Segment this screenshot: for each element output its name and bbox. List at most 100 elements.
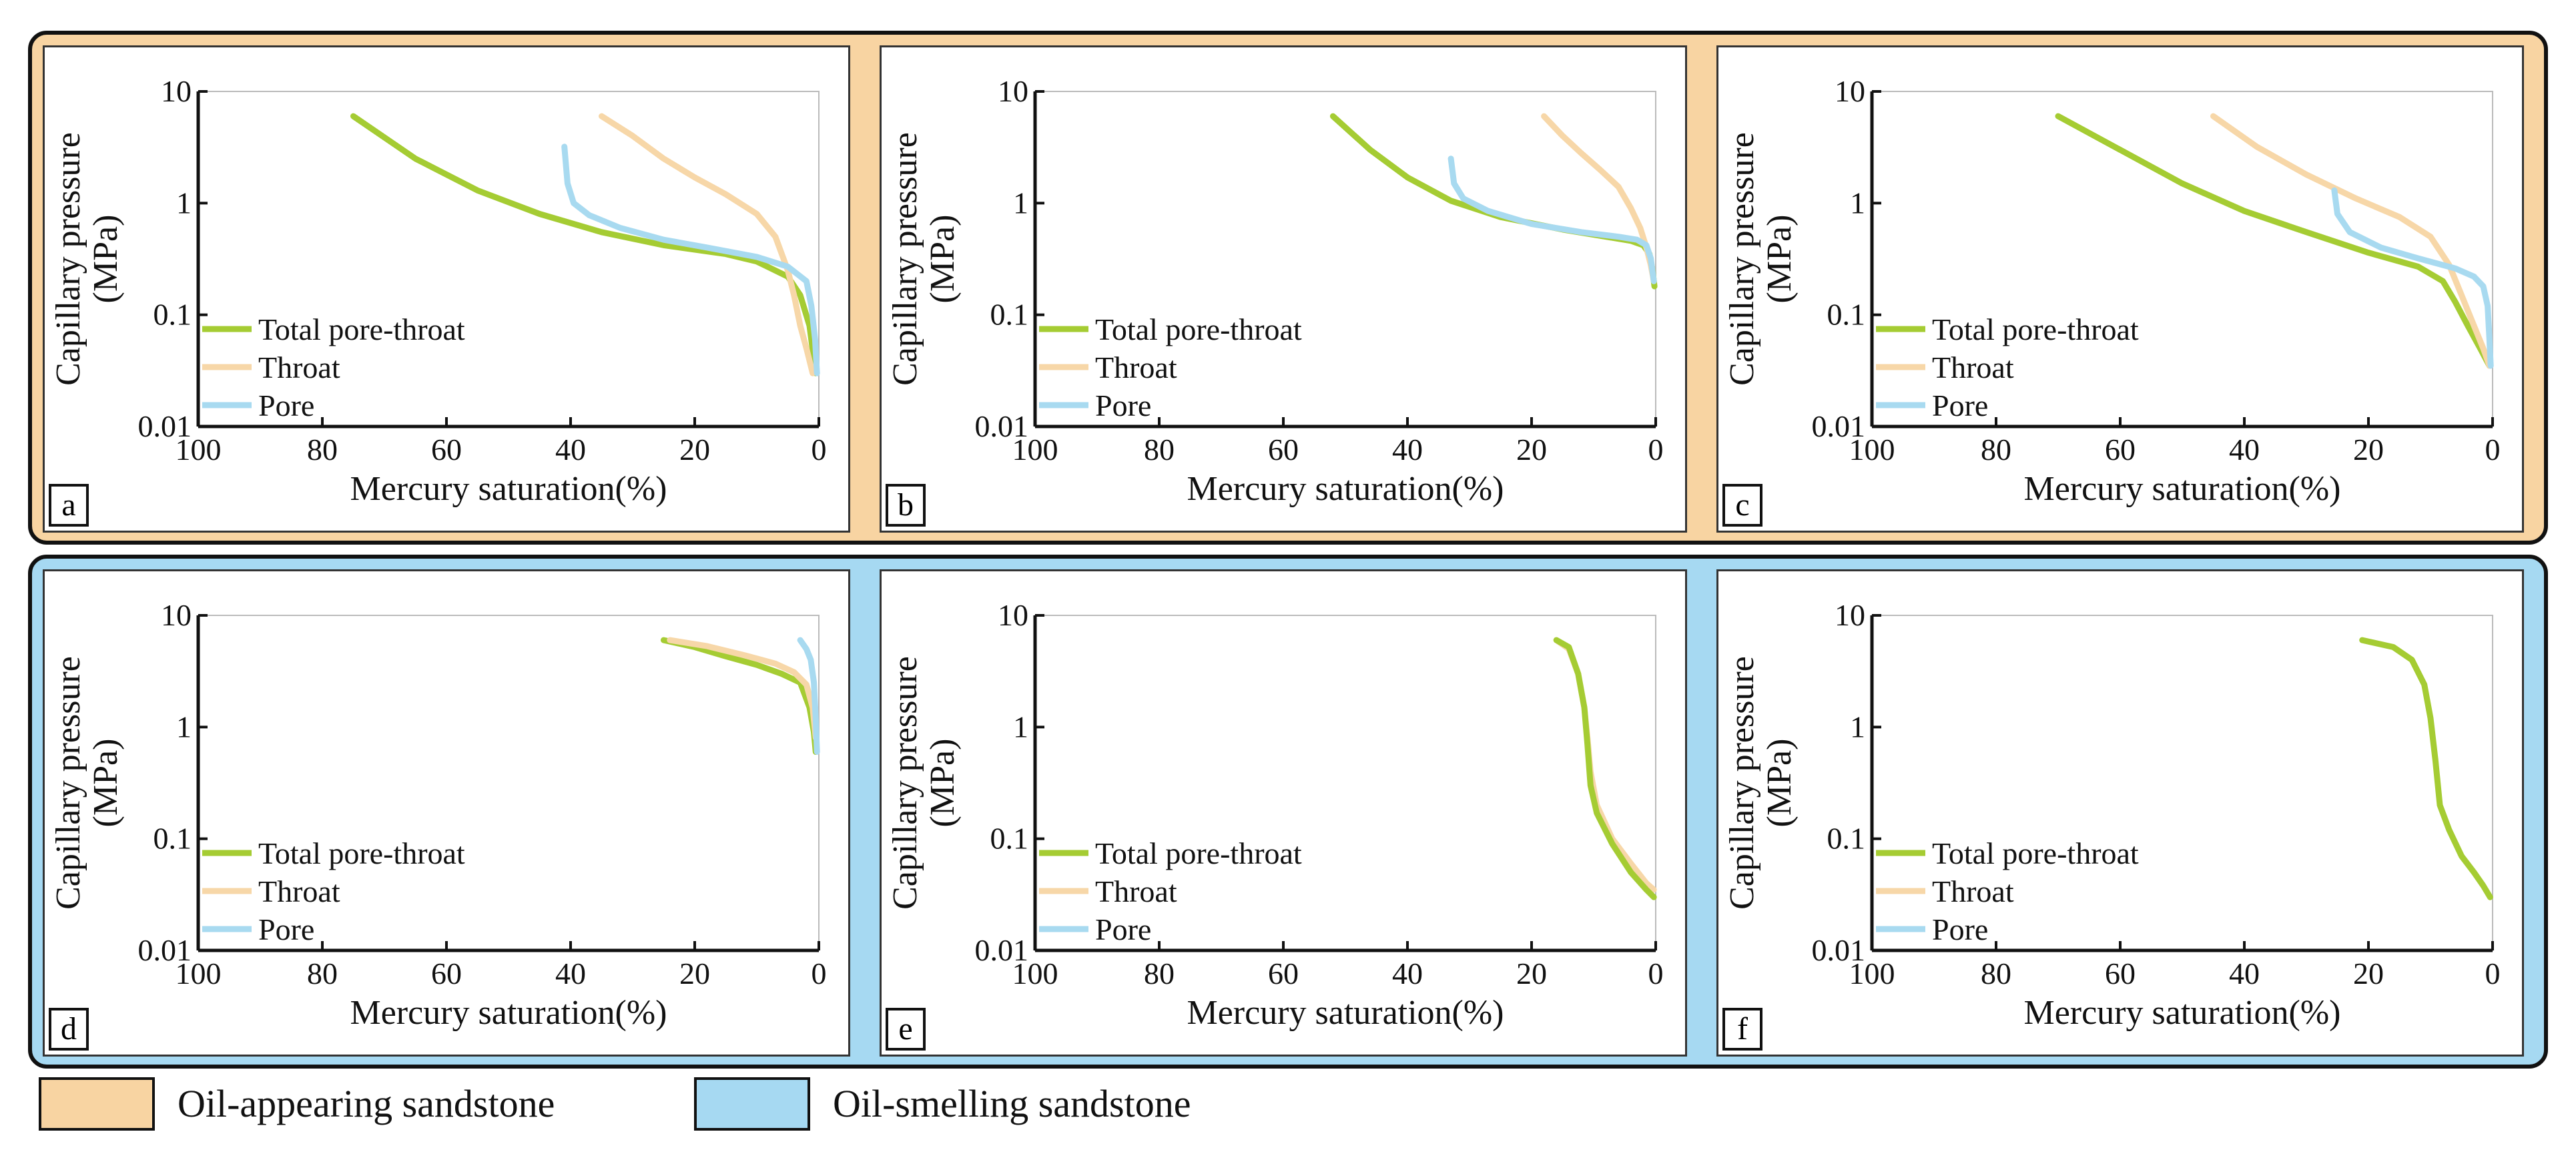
x-tick-label: 100 — [1849, 956, 1895, 990]
legend-label-throat: Throat — [258, 350, 340, 384]
panel-letter: c — [1722, 484, 1762, 527]
x-tick-label: 80 — [1981, 956, 2011, 990]
x-tick-label: 100 — [1012, 956, 1058, 990]
x-tick-label: 0 — [1648, 432, 1664, 467]
x-tick-label: 80 — [307, 956, 338, 990]
chart-panel-d: 10 1 0.1 0.01 100 80 60 40 20 0 Mercury saturation… — [43, 569, 850, 1057]
x-tick-label: 80 — [1981, 432, 2011, 467]
x-axis-label: Mercury saturation(%) — [1187, 994, 1504, 1032]
series-line-throat — [2210, 113, 2493, 369]
x-tick-label: 40 — [1392, 956, 1423, 990]
series-legend: Total pore-throat Throat Pore — [1876, 312, 2139, 422]
x-tick-label: 20 — [679, 956, 710, 990]
x-tick-label: 60 — [1268, 432, 1299, 467]
x-tick-label: 0 — [812, 956, 827, 990]
x-tick-label: 0 — [812, 432, 827, 467]
y-tick-label: 10 — [998, 74, 1028, 108]
x-axis-label: Mercury saturation(%) — [1187, 470, 1504, 508]
legend-label-total-pore-throat: Total pore-throat — [1932, 836, 2139, 870]
y-tick-label: 0.1 — [153, 298, 192, 332]
series-line-pore — [1447, 156, 1657, 284]
legend-label-pore: Pore — [258, 388, 314, 422]
y-axis-label: Capillary pressure(MPa) — [1723, 132, 1799, 386]
x-tick-label: 20 — [2353, 956, 2384, 990]
y-tick-label: 0.01 — [975, 409, 1029, 443]
x-tick-label: 100 — [176, 956, 222, 990]
legend-label-total-pore-throat: Total pore-throat — [1095, 836, 1302, 870]
legend-label-total-pore-throat: Total pore-throat — [258, 312, 465, 346]
y-tick-label: 1 — [1850, 186, 1865, 220]
chart-panel-e: 10 1 0.1 0.01 100 80 60 40 20 0 Mercury saturation… — [880, 569, 1687, 1057]
series-line-pore — [2331, 187, 2494, 369]
panel-letter: f — [1722, 1008, 1762, 1051]
x-axis-label: Mercury saturation(%) — [350, 994, 667, 1032]
x-tick-label: 60 — [431, 956, 462, 990]
legend-label-throat: Throat — [258, 874, 340, 908]
y-tick-label: 0.1 — [153, 822, 192, 856]
x-tick-label: 40 — [2229, 956, 2260, 990]
x-tick-label: 100 — [1849, 432, 1895, 467]
y-axis-label: Capillary pressure(MPa) — [49, 656, 125, 910]
x-tick-label: 0 — [1648, 956, 1664, 990]
legend-label-throat: Throat — [1932, 350, 2014, 384]
y-tick-label: 10 — [161, 598, 192, 632]
x-tick-label: 100 — [176, 432, 222, 467]
x-tick-label: 40 — [2229, 432, 2260, 467]
y-tick-label: 0.1 — [990, 822, 1029, 856]
y-tick-label: 0.01 — [138, 409, 192, 443]
y-axis-label: Capillary pressure(MPa) — [1723, 656, 1799, 910]
x-tick-label: 80 — [1144, 956, 1175, 990]
series-legend: Total pore-throat Throat Pore — [1039, 836, 1302, 946]
y-tick-label: 1 — [1013, 709, 1028, 744]
panel-letter: d — [49, 1008, 89, 1051]
y-tick-label: 1 — [176, 709, 192, 744]
series-line-throat — [1553, 637, 1657, 893]
legend-swatch-oil-smelling — [694, 1077, 810, 1131]
series-line-throat — [1541, 113, 1657, 284]
y-tick-label: 10 — [161, 74, 192, 108]
y-tick-label: 0.01 — [1812, 409, 1866, 443]
series-legend: Total pore-throat Throat Pore — [202, 836, 465, 946]
legend-label-pore: Pore — [1095, 912, 1151, 946]
y-axis-label: Capillary pressure(MPa) — [886, 132, 962, 386]
y-tick-label: 10 — [1835, 74, 1865, 108]
x-axis-label: Mercury saturation(%) — [350, 470, 667, 508]
x-tick-label: 20 — [1516, 432, 1547, 467]
chart-panel-a: 10 1 0.1 0.01 100 80 60 40 20 0 Mercury saturation… — [43, 45, 850, 533]
y-tick-label: 0.1 — [990, 298, 1029, 332]
x-tick-label: 40 — [555, 432, 586, 467]
y-tick-label: 1 — [1013, 186, 1028, 220]
legend-label-oil-smelling: Oil-smelling sandstone — [833, 1082, 1191, 1125]
y-tick-label: 0.01 — [138, 933, 192, 967]
x-axis-label: Mercury saturation(%) — [2023, 994, 2340, 1032]
legend-label-total-pore-throat: Total pore-throat — [1095, 312, 1302, 346]
y-axis-label: Capillary pressure(MPa) — [49, 132, 125, 386]
series-line-total-pore-throat — [350, 113, 819, 376]
series-line-throat — [667, 637, 819, 741]
panel-letter: e — [886, 1008, 926, 1051]
x-tick-label: 20 — [1516, 956, 1547, 990]
y-tick-label: 10 — [1835, 598, 1865, 632]
legend-label-pore: Pore — [1932, 912, 1988, 946]
x-tick-label: 80 — [307, 432, 338, 467]
series-line-pore — [561, 143, 820, 376]
legend-label-oil-appearing: Oil-appearing sandstone — [178, 1082, 555, 1125]
series-legend: Total pore-throat Throat Pore — [1039, 312, 1302, 422]
chart-panel-b: 10 1 0.1 0.01 100 80 60 40 20 0 Mercury saturation… — [880, 45, 1687, 533]
legend-swatch-oil-appearing — [39, 1077, 155, 1131]
x-axis-label: Mercury saturation(%) — [2023, 470, 2340, 508]
legend-label-pore: Pore — [258, 912, 314, 946]
legend-label-throat: Throat — [1095, 350, 1177, 384]
legend-label-total-pore-throat: Total pore-throat — [1932, 312, 2139, 346]
x-tick-label: 20 — [2353, 432, 2384, 467]
y-axis-label: Capillary pressure(MPa) — [886, 656, 962, 910]
legend-label-pore: Pore — [1095, 388, 1151, 422]
x-tick-label: 60 — [1268, 956, 1299, 990]
x-tick-label: 40 — [555, 956, 586, 990]
y-tick-label: 1 — [176, 186, 192, 220]
legend-label-throat: Throat — [1932, 874, 2014, 908]
